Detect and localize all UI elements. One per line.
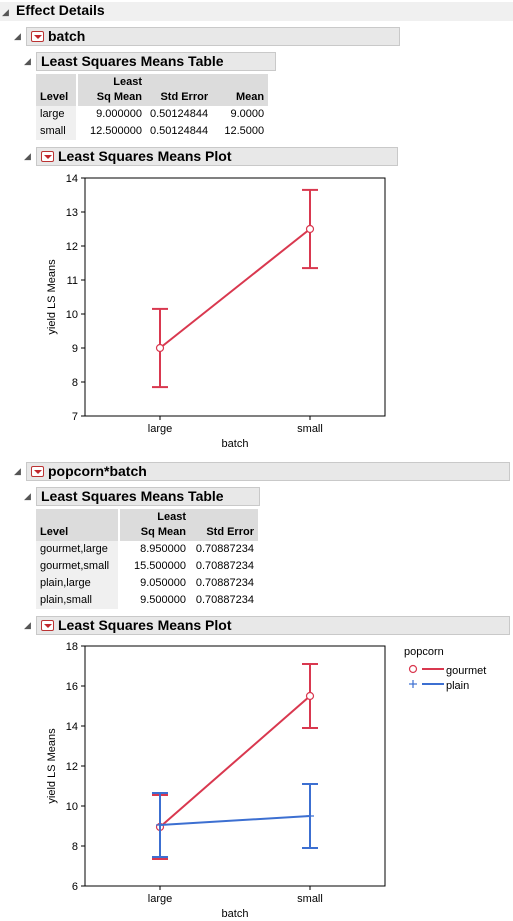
col-level: Level [36,74,76,106]
table-row: plain,small 9.500000 0.70887234 [36,592,258,609]
col-stderr: Std Error [146,74,213,106]
y-tick-label: 16 [66,681,78,693]
x-tick-label: small [297,893,323,905]
lsm-table: Level Least Sq Mean Std Error Mean large … [36,74,269,140]
batch-section-header: batch [26,27,400,46]
x-axis-label: batch [222,908,249,920]
collapse-triangle-icon[interactable]: ◢ [2,7,9,17]
y-tick-label: 10 [66,309,78,321]
x-tick-label: small [297,423,323,435]
legend-item-plain[interactable]: plain [404,678,486,693]
legend-item-gourmet[interactable]: gourmet [404,663,486,678]
collapse-triangle-icon[interactable]: ◢ [24,151,31,161]
lsm-table-header: Least Squares Means Table [36,52,276,71]
y-tick-label: 13 [66,207,78,219]
col-stderr: Std Error [190,509,258,541]
lsm-table-title: Least Squares Means Table [41,53,224,69]
y-tick-label: 6 [72,881,78,893]
lsm-plot-batch: 7 8 9 10 11 12 13 14 large small batch yield LS Mea… [46,173,386,450]
col-level: Level [36,509,118,541]
data-point [306,812,314,820]
red-triangle-menu-icon[interactable] [31,466,44,477]
x-tick-label: large [148,423,172,435]
collapse-triangle-icon[interactable]: ◢ [14,466,21,476]
red-triangle-menu-icon[interactable] [31,31,44,42]
series-line [159,228,311,349]
x-tick-label: large [148,893,172,905]
lsm-plot-interaction: 6 8 10 12 14 16 18 large small batch yield LS Mean… [46,641,386,920]
effect-details-title: Effect Details [16,2,105,18]
y-tick-label: 14 [66,173,78,185]
y-tick-label: 11 [67,275,78,287]
table-row: gourmet,small 15.500000 0.70887234 [36,558,258,575]
data-point [305,691,315,701]
series-line [159,815,311,826]
y-axis-label: yield LS Means [46,728,58,804]
y-tick-label: 14 [66,721,78,733]
circle-marker-icon [408,664,444,674]
collapse-triangle-icon[interactable]: ◢ [14,31,21,41]
y-tick-label: 18 [66,641,78,653]
collapse-triangle-icon[interactable]: ◢ [24,56,31,66]
effect-details-header[interactable]: Effect Details [0,2,513,21]
data-point [156,821,164,829]
y-tick-label: 10 [66,801,78,813]
lsm-table-title: Least Squares Means Table [41,488,224,504]
lsm-table: Level Least Sq Mean Std Error gourmet,lar… [36,509,258,609]
table-header-row: Level Least Sq Mean Std Error [36,509,258,541]
plot-frame [84,645,386,887]
col-mean: Mean [212,74,269,106]
y-tick-label: 9 [72,343,78,355]
interaction-section-title: popcorn*batch [48,463,147,479]
lsm-plot-title: Least Squares Means Plot [58,148,232,164]
y-tick-label: 7 [72,411,78,423]
table-row: small 12.500000 0.50124844 12.5000 [36,123,268,140]
chart-legend: popcorn gourmet plain [404,646,486,693]
y-tick-label: 12 [66,761,78,773]
col-lsm: Least Sq Mean [78,74,146,106]
collapse-triangle-icon[interactable]: ◢ [24,620,31,630]
legend-title: popcorn [404,646,444,658]
table-header-row: Level Least Sq Mean Std Error Mean [36,74,269,106]
lsm-plot-header: Least Squares Means Plot [36,147,398,166]
lsm-plot-header: Least Squares Means Plot [36,616,510,635]
lsm-plot-title: Least Squares Means Plot [58,617,232,633]
batch-section-title: batch [48,28,86,44]
red-triangle-menu-icon[interactable] [41,151,54,162]
plus-marker-icon [409,680,444,688]
col-lsm: Least Sq Mean [120,509,190,541]
y-tick-label: 12 [66,241,78,253]
lsm-table-header: Least Squares Means Table [36,487,260,506]
red-triangle-menu-icon[interactable] [41,620,54,631]
y-axis-label: yield LS Means [46,259,58,335]
x-axis-label: batch [222,438,249,450]
table-row: large 9.000000 0.50124844 9.0000 [36,106,268,123]
interaction-section-header: popcorn*batch [26,462,510,481]
collapse-triangle-icon[interactable]: ◢ [24,491,31,501]
table-row: gourmet,large 8.950000 0.70887234 [36,541,258,558]
y-tick-label: 8 [72,377,78,389]
table-row: plain,large 9.050000 0.70887234 [36,575,258,592]
series-line [159,695,311,828]
data-point [305,224,315,234]
plot-frame [84,177,386,417]
y-tick-label: 8 [72,841,78,853]
data-point [155,343,165,353]
